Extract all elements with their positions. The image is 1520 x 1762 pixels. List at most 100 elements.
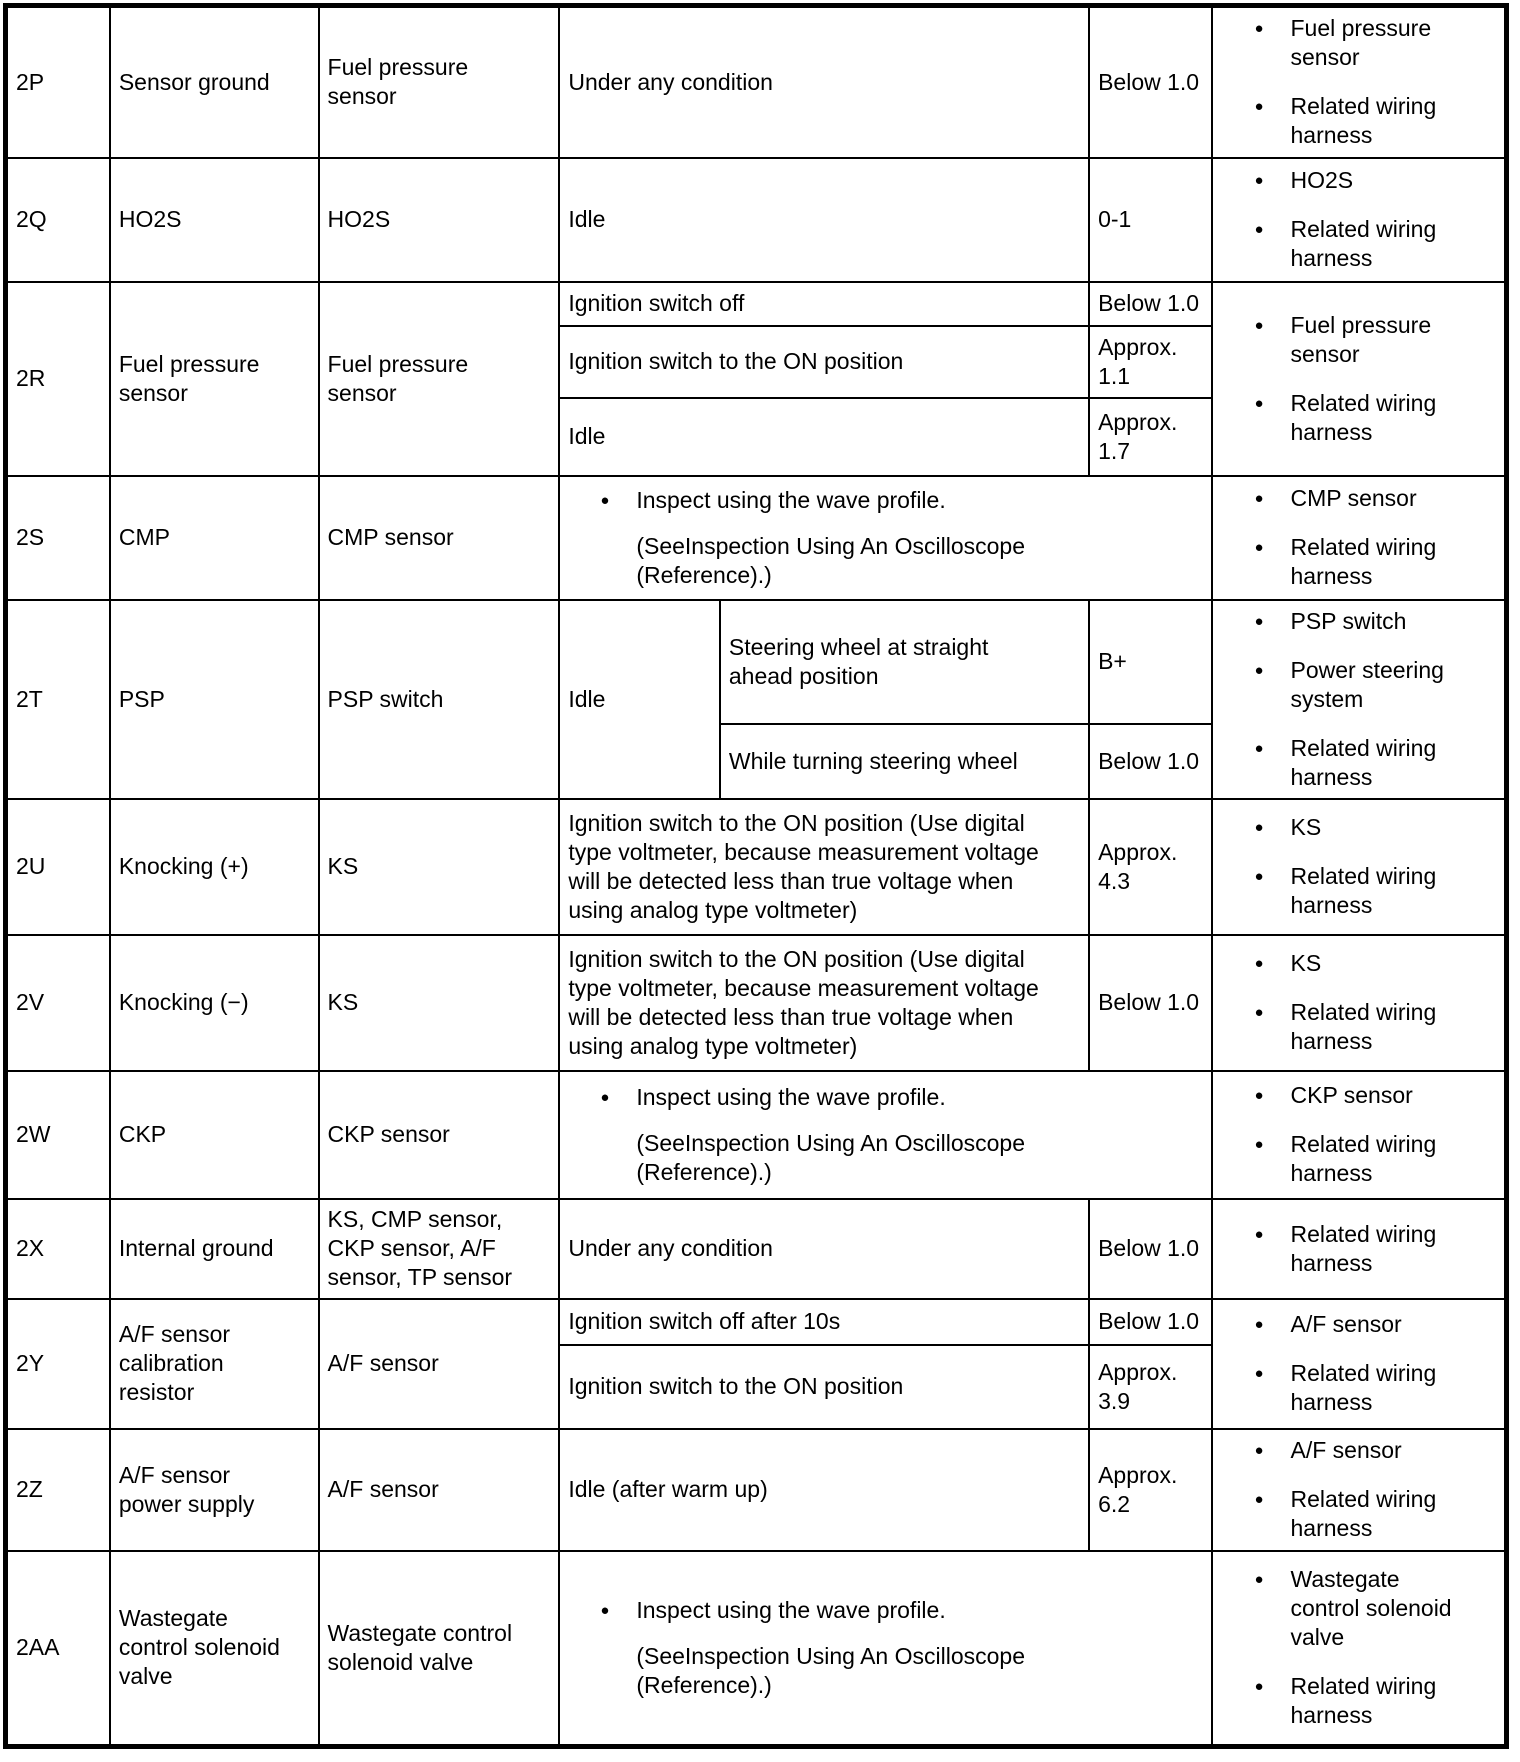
terminal-cell: 2W [4, 1069, 111, 1200]
condition-label: Under any condition [568, 1235, 773, 1261]
voltage-cell: Approx. 6.2 [1088, 1427, 1213, 1552]
list-item: ● Related wiring harness [1221, 92, 1497, 150]
voltage-label: Approx. 6.2 [1098, 1461, 1178, 1517]
list-item: ● Related wiring harness [1221, 734, 1497, 792]
list-item: ● Power steering system [1221, 656, 1497, 714]
bullet-icon: ● [1254, 1678, 1264, 1696]
voltage-label: Below 1.0 [1098, 989, 1200, 1015]
signal-label: Fuel pressure sensor [118, 350, 260, 406]
inspection-item-label: HO2S [1290, 167, 1354, 193]
inspection-item-label: Related wiring harness [1290, 534, 1437, 589]
signal-cell: Knocking (+) [108, 797, 320, 936]
bullet-icon: ● [1254, 1365, 1264, 1382]
voltage-label: B+ [1098, 648, 1127, 675]
signal-cell: Knocking (−) [108, 933, 320, 1072]
voltage-cell: Below 1.0 [1088, 1197, 1213, 1300]
inspection-item-label: Related wiring harness [1290, 216, 1437, 271]
inspection-list: ● PSP switch ● Power steering system ● Rela… [1221, 605, 1497, 794]
voltage-label: Approx. 3.9 [1098, 1358, 1178, 1414]
inspection-list: ● KS ● Related wiring harness [1221, 947, 1497, 1058]
signal-cell: Fuel pressure sensor [108, 280, 320, 477]
inspection-cell: ● KS ● Related wiring harness [1210, 933, 1508, 1072]
voltage-cell: Below 1.0 [1088, 722, 1213, 800]
list-item: ● KS [1221, 949, 1497, 978]
list-item: ● Related wiring harness [1221, 389, 1497, 447]
wave-profile-cell: ● Inspect using the wave profile. (SeeIns… [558, 1549, 1213, 1748]
inspection-item-label: KS [1290, 814, 1322, 840]
inspection-item-label: Power steering system [1290, 656, 1444, 712]
connected-to-label: A/F sensor [327, 1350, 439, 1376]
terminal-cell: 2P [4, 4, 111, 159]
condition-label: Ignition switch to the ON position (Use … [568, 945, 1039, 1059]
signal-label: HO2S [118, 206, 182, 232]
connected-to-label: KS, CMP sensor, CKP sensor, A/F sensor, … [327, 1206, 513, 1290]
voltage-label: Below 1.0 [1098, 290, 1200, 316]
condition-label: Idle [568, 423, 606, 449]
wave-reference-label: (SeeInspection Using An Oscilloscope (Re… [636, 1129, 1025, 1185]
wave-instruction-label: Inspect using the wave profile. [636, 1083, 946, 1110]
condition-cell: Ignition switch to the ON position [558, 1343, 1091, 1430]
condition-label: Ignition switch to the ON position [568, 348, 904, 374]
list-item: ● A/F sensor [1221, 1310, 1497, 1339]
sub-condition-label: Steering wheel at straight ahead positio… [728, 633, 989, 689]
signal-label: PSP [118, 685, 165, 712]
terminal-cell: 2Q [4, 156, 111, 283]
terminal-voltage-table: 2P Sensor ground Fuel pressure sensor Un… [3, 3, 1509, 1749]
voltage-label: Below 1.0 [1098, 68, 1200, 95]
bullet-icon: ● [1254, 490, 1264, 507]
inspection-item-label: Related wiring harness [1290, 93, 1437, 149]
bullet-icon: ● [1254, 1571, 1264, 1589]
inspection-list: ● Wastegate control solenoid valve ● Relat… [1221, 1563, 1497, 1732]
inspection-item-label: CKP sensor [1290, 1082, 1413, 1108]
condition-cell: Under any condition [558, 1197, 1091, 1300]
inspection-list: ● HO2S ● Related wiring harness [1221, 164, 1497, 275]
wave-profile-cell: ● Inspect using the wave profile. (SeeIns… [558, 1069, 1213, 1200]
condition-label: Under any condition [568, 68, 773, 95]
terminal-cell: 2S [4, 474, 111, 601]
inspection-cell: ● Fuel pressure sensor ● Related wiring ha… [1210, 280, 1508, 477]
inspection-item-label: Related wiring harness [1290, 389, 1437, 445]
list-item: ● Related wiring harness [1221, 1672, 1497, 1730]
wave-instruction: ● Inspect using the wave profile. [568, 1596, 1202, 1625]
connected-to-cell: Fuel pressure sensor [317, 4, 561, 159]
connected-to-cell: KS [317, 933, 561, 1072]
bullet-icon: ● [1254, 539, 1264, 556]
signal-label: Wastegate control solenoid valve [118, 1605, 280, 1690]
inspection-cell: ● A/F sensor ● Related wiring harness [1210, 1427, 1508, 1552]
inspection-item-label: Related wiring harness [1290, 1673, 1437, 1729]
terminal-cell: 2V [4, 933, 111, 1072]
connected-to-label: A/F sensor [327, 1476, 439, 1502]
connected-to-cell: A/F sensor [317, 1297, 561, 1430]
voltage-cell: Below 1.0 [1088, 1297, 1213, 1346]
condition-cell: Ignition switch off [558, 280, 1091, 327]
list-item: ● CKP sensor [1221, 1081, 1497, 1110]
list-item: ● KS [1221, 813, 1497, 842]
signal-cell: CKP [108, 1069, 320, 1200]
table-row-2z: 2Z A/F sensor power supply A/F sensor Id… [4, 1427, 1508, 1552]
bullet-icon: ● [1254, 1491, 1264, 1508]
connected-to-cell: KS, CMP sensor, CKP sensor, A/F sensor, … [317, 1197, 561, 1300]
bullet-icon: ● [1254, 1442, 1264, 1459]
voltage-label: Below 1.0 [1098, 747, 1200, 774]
connected-to-cell: Wastegate control solenoid valve [317, 1549, 561, 1748]
condition-cell: Ignition switch off after 10s [558, 1297, 1091, 1346]
inspection-cell: ● PSP switch ● Power steering system ● Rela… [1210, 598, 1508, 800]
list-item: ● Related wiring harness [1221, 998, 1497, 1056]
bullet-icon: ● [1254, 661, 1264, 679]
inspection-cell: ● Fuel pressure sensor ● Related wiring ha… [1210, 4, 1508, 159]
bullet-icon: ● [600, 1601, 610, 1619]
voltage-cell: Approx. 1.7 [1088, 396, 1213, 477]
condition-label: Ignition switch off [568, 290, 745, 316]
bullet-icon: ● [1254, 1225, 1264, 1243]
connected-to-label: PSP switch [327, 685, 444, 712]
connected-to-label: Fuel pressure sensor [327, 350, 469, 406]
signal-cell: PSP [108, 598, 320, 800]
signal-label: Knocking (+) [118, 853, 249, 879]
table-row-2q: 2Q HO2S HO2S Idle 0-1 ● HO2S ● Related wir… [4, 156, 1508, 283]
wave-instruction-label: Inspect using the wave profile. [636, 1596, 946, 1623]
bullet-icon: ● [1254, 612, 1264, 630]
bullet-icon: ● [1254, 955, 1264, 972]
list-item: ● Related wiring harness [1221, 215, 1497, 273]
table-row-2y: 2Y A/F sensor calibration resistor A/F s… [4, 1297, 1508, 1430]
wave-reference-label: (SeeInspection Using An Oscilloscope (Re… [636, 532, 1025, 588]
